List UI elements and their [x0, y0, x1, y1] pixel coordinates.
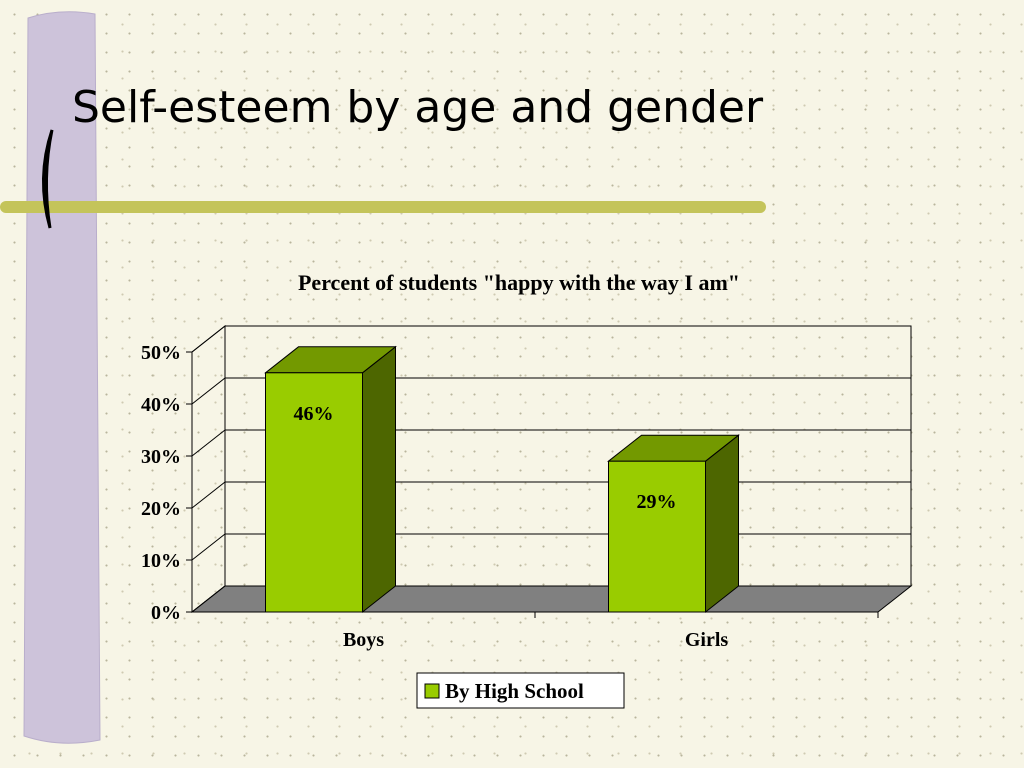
y-tick-label: 40%: [141, 394, 181, 416]
y-tick-label: 50%: [141, 342, 181, 364]
bar-side: [362, 345, 396, 614]
grid-line-side: [191, 325, 226, 353]
legend-box: [416, 672, 625, 709]
y-tick-label: 0%: [151, 602, 181, 624]
bracket: [41, 129, 54, 229]
slide-title: Self-esteem by age and gender: [72, 82, 764, 133]
title-rule: [0, 201, 766, 213]
bar: [265, 372, 363, 613]
grid-line-side: [191, 585, 226, 613]
x-tick-label: Boys: [343, 629, 384, 651]
chart-title: Percent of students "happy with the way …: [298, 270, 740, 295]
bar: [608, 460, 706, 613]
side-wall: [191, 324, 226, 614]
grid-line-side: [191, 481, 226, 509]
grid-line-side: [191, 377, 226, 405]
y-tick-label: 30%: [141, 446, 181, 468]
legend-label: By High School: [445, 679, 584, 703]
x-tick-label: Girls: [685, 629, 729, 651]
grid-line-side: [191, 429, 226, 457]
y-tick-label: 10%: [141, 550, 181, 572]
data-label: 29%: [637, 491, 677, 513]
legend-swatch: [424, 683, 440, 699]
grid-line-side: [191, 533, 226, 561]
bar-side: [705, 434, 739, 614]
y-tick-label: 20%: [141, 498, 181, 520]
data-label: 46%: [294, 403, 334, 425]
